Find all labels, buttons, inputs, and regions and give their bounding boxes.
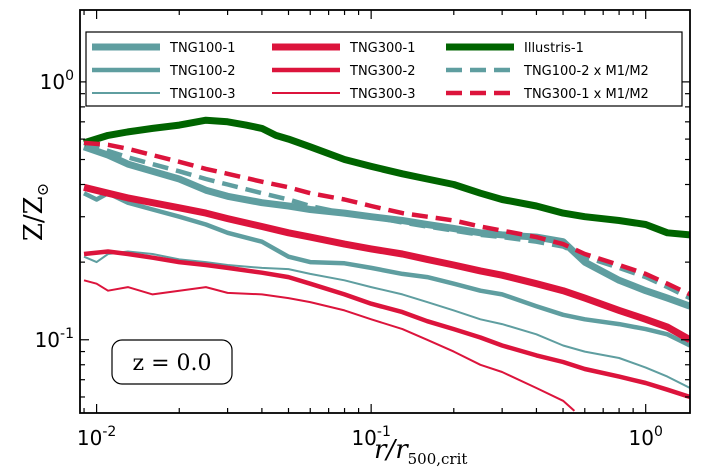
legend-entry-5: TNG300-3 xyxy=(272,87,416,102)
legend-entry-4: TNG300-2 xyxy=(272,64,416,79)
y-axis-label-main: Z/Z xyxy=(19,196,49,241)
legend-label-7: TNG100-2 x M1/M2 xyxy=(523,64,649,79)
x-tick-label-1: 10-1 xyxy=(351,424,390,450)
y-axis-label: Z/Z⊙ xyxy=(19,183,52,241)
series-line-6 xyxy=(82,116,690,239)
series-layer xyxy=(82,116,690,412)
x-axis-label-main: r/r xyxy=(374,435,409,465)
legend-entry-2: TNG100-3 xyxy=(92,87,236,102)
legend-entry-3: TNG300-1 xyxy=(272,41,416,56)
x-tick-label-0: 10-2 xyxy=(77,424,116,450)
legend-box xyxy=(85,31,683,107)
legend-label-0: TNG100-1 xyxy=(169,41,236,56)
legend-label-4: TNG300-2 xyxy=(349,64,416,79)
series-line-4 xyxy=(83,249,690,400)
x-axis-label: r/r500,crit xyxy=(374,435,467,468)
series-line-5 xyxy=(83,279,576,412)
svg-text:r/r500,crit: r/r500,crit xyxy=(374,435,467,468)
legend-entry-8: TNG300-1 x M1/M2 xyxy=(446,87,649,102)
legend-label-3: TNG300-1 xyxy=(349,41,416,56)
legend-label-8: TNG300-1 x M1/M2 xyxy=(523,87,649,102)
legend-label-5: TNG300-3 xyxy=(349,87,416,102)
legend-entry-6: Illustris-1 xyxy=(446,41,584,56)
annotation-box xyxy=(111,339,233,385)
plot-frame xyxy=(79,9,691,414)
annotation-text: z = 0.0 xyxy=(133,351,212,376)
legend-entry-7: TNG100-2 x M1/M2 xyxy=(446,64,649,79)
legend-label-1: TNG100-2 xyxy=(169,64,236,79)
tick-layer: 10-2 10-1 100 10-1 100 xyxy=(35,10,690,450)
legend-label-2: TNG100-3 xyxy=(169,87,236,102)
series-line-3 xyxy=(83,183,690,343)
legend-label-6: Illustris-1 xyxy=(524,41,584,56)
series-line-2 xyxy=(83,250,690,389)
svg-text:Z/Z⊙: Z/Z⊙ xyxy=(19,183,52,241)
y-tick-label-0: 10-1 xyxy=(35,326,74,352)
annotation: z = 0.0 xyxy=(111,339,233,385)
x-tick-label-2: 100 xyxy=(629,424,663,450)
legend-entry-0: TNG100-1 xyxy=(92,41,236,56)
x-axis-label-sub: 500,crit xyxy=(408,450,468,468)
y-tick-label-1: 100 xyxy=(40,68,74,94)
legend-entry-1: TNG100-2 xyxy=(92,64,236,79)
y-axis-label-sub: ⊙ xyxy=(33,183,52,196)
series-line-7 xyxy=(83,140,690,301)
legend: TNG100-1 TNG100-2 TNG100-3 TNG300-1 TNG300-2… xyxy=(85,31,683,107)
series-line-1 xyxy=(82,190,690,348)
